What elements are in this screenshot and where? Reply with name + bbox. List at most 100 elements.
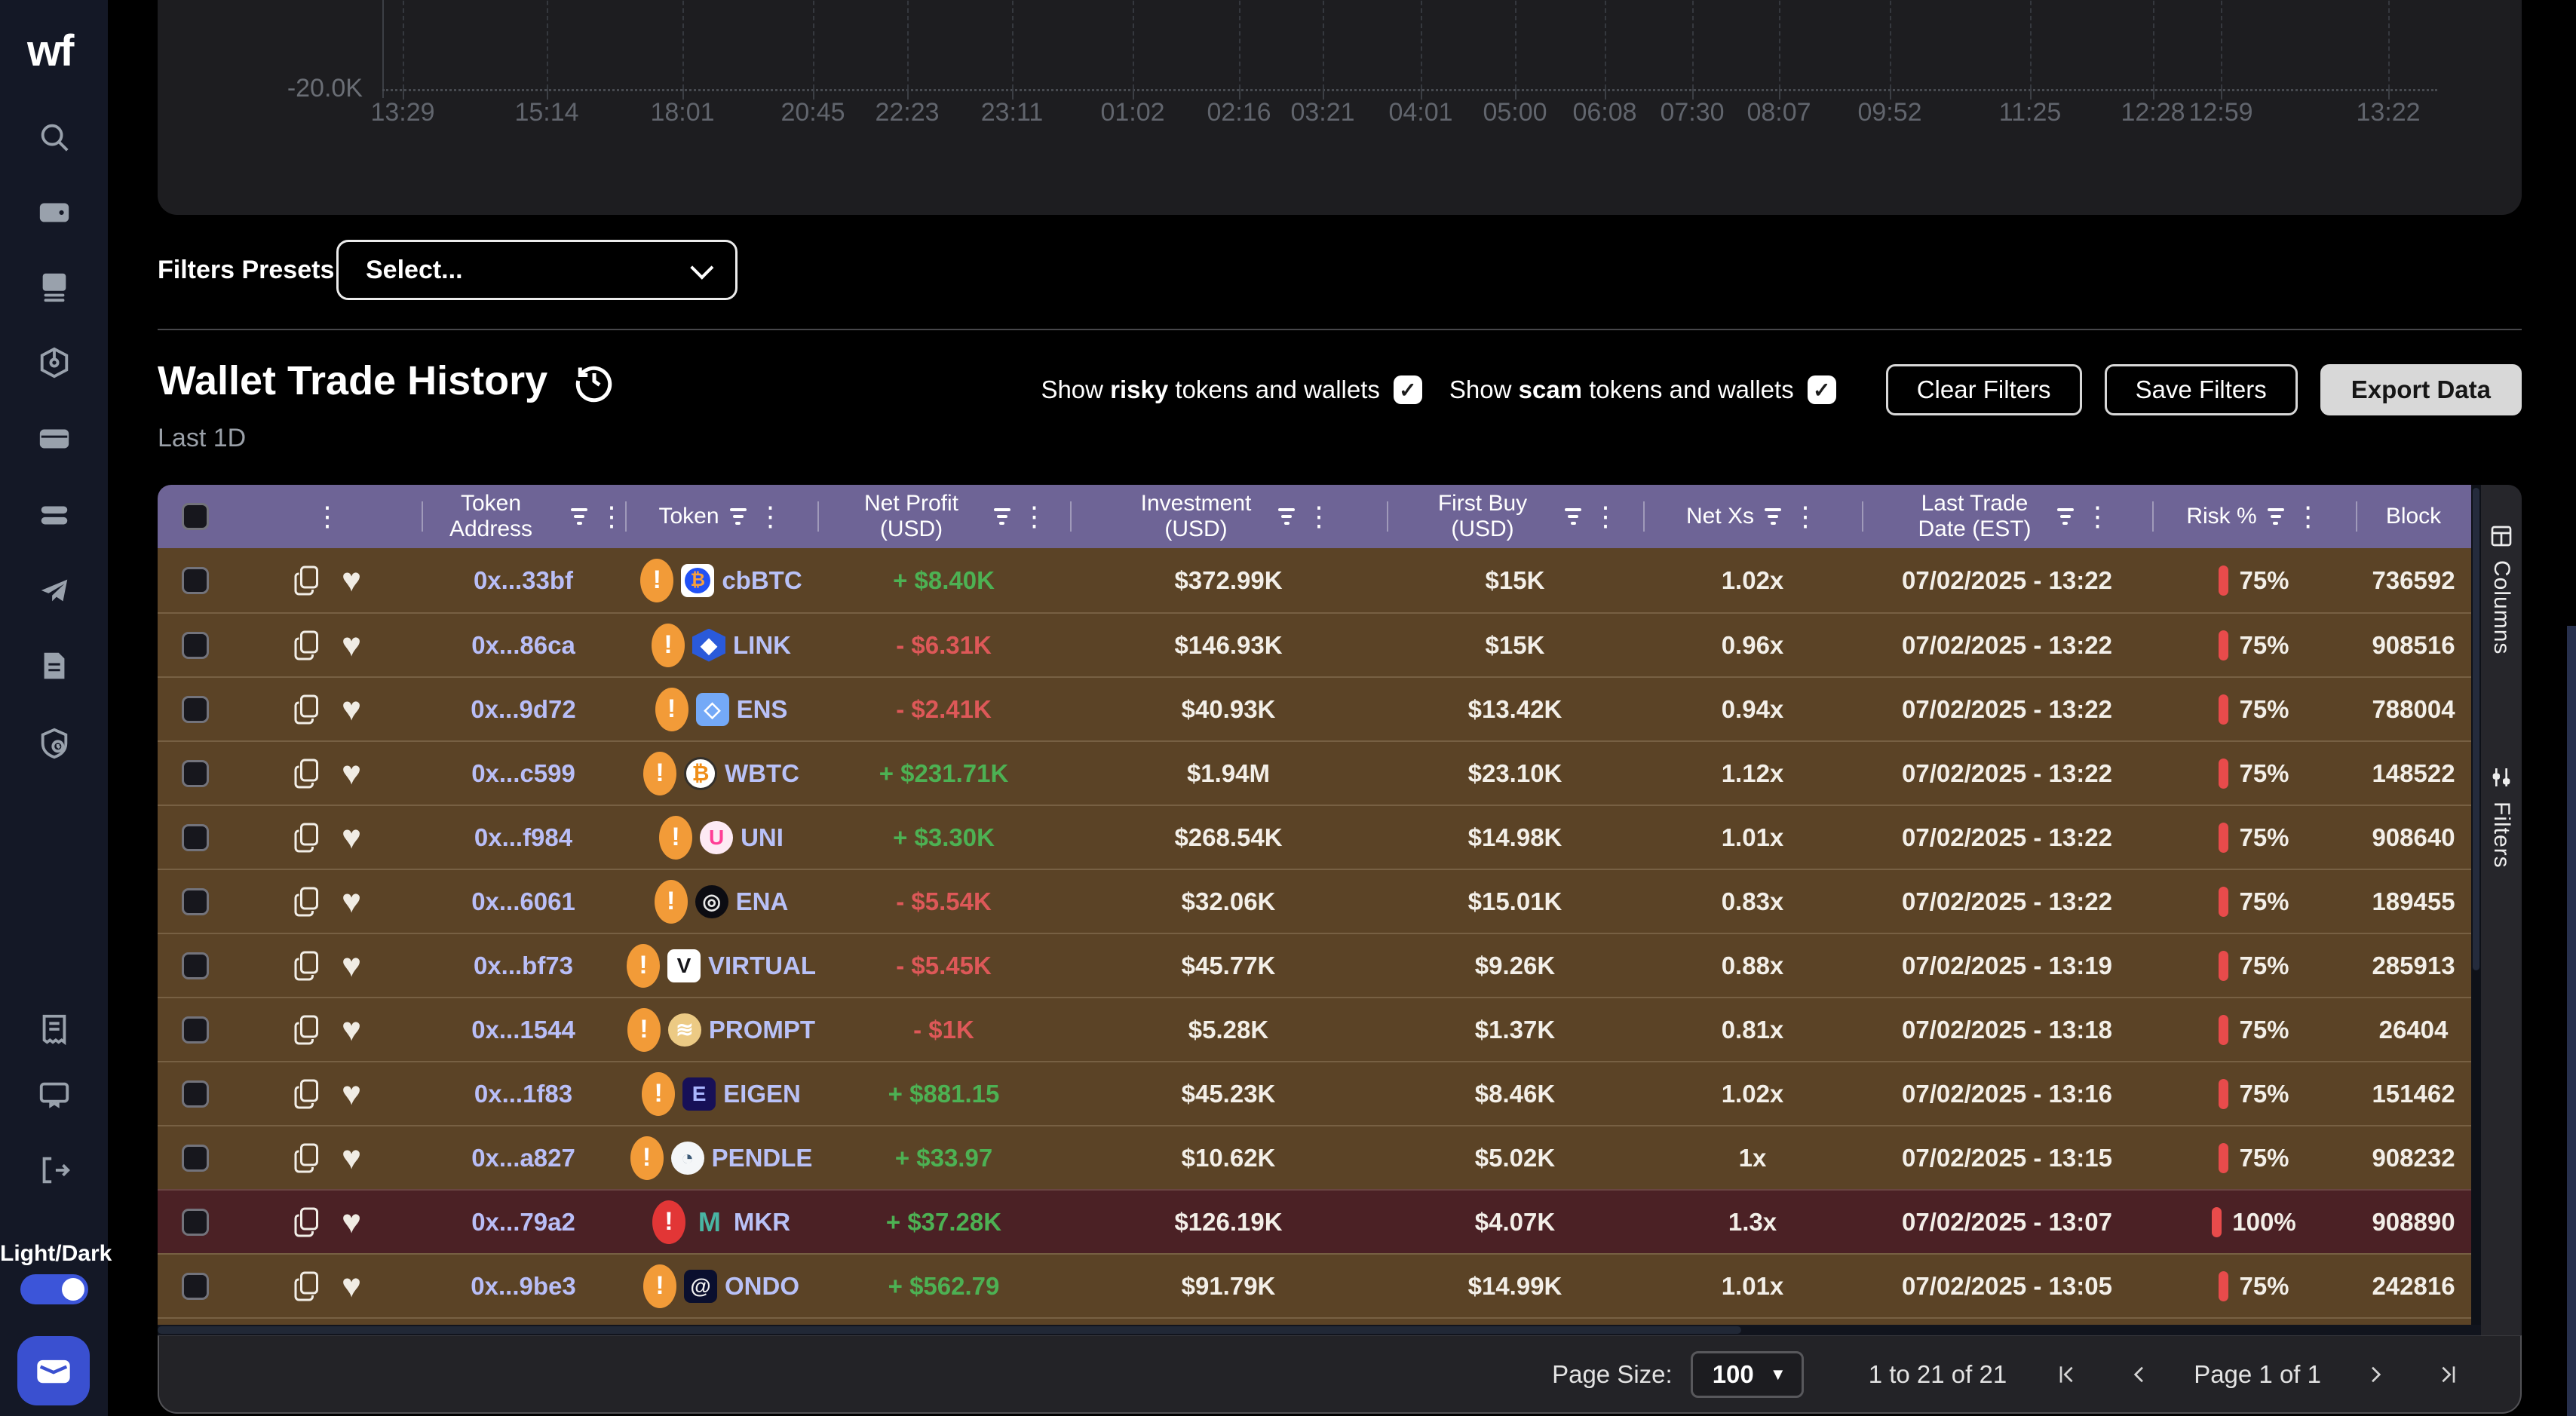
copy-icon[interactable] xyxy=(293,950,320,982)
token-address-link[interactable]: 0x...a827 xyxy=(471,1143,575,1172)
column-menu-icon[interactable]: ⋮ xyxy=(1305,501,1332,532)
copy-icon[interactable] xyxy=(293,565,320,596)
token-name-link[interactable]: MKR xyxy=(733,1207,791,1236)
column-menu-icon[interactable]: ⋮ xyxy=(598,501,625,532)
window-scrollbar[interactable] xyxy=(2567,626,2576,1416)
filter-icon[interactable] xyxy=(2056,508,2074,525)
favorite-heart-icon[interactable]: ♥ xyxy=(341,1141,362,1175)
filter-icon[interactable] xyxy=(729,508,747,525)
token-name-link[interactable]: ONDO xyxy=(725,1271,799,1300)
row-checkbox[interactable] xyxy=(182,1272,209,1300)
favorite-heart-icon[interactable]: ♥ xyxy=(341,1077,362,1111)
risk-warning-icon[interactable]: ! xyxy=(630,1136,664,1180)
column-menu-icon[interactable]: ⋮ xyxy=(1592,501,1619,532)
token-name-link[interactable]: cbBTC xyxy=(722,565,802,594)
token-name-link[interactable]: UNI xyxy=(741,823,784,851)
first-page-button[interactable] xyxy=(2055,1362,2079,1387)
token-address-link[interactable]: 0x...33bf xyxy=(473,565,574,594)
search-icon[interactable] xyxy=(37,120,72,155)
token-address-link[interactable]: 0x...f984 xyxy=(474,823,573,851)
risk-warning-icon[interactable]: ! xyxy=(652,623,685,667)
logout-icon[interactable] xyxy=(37,1153,72,1188)
column-header[interactable]: Token Address ⋮ xyxy=(422,485,625,548)
column-menu-icon[interactable]: ⋮ xyxy=(2294,501,2322,532)
token-address-link[interactable]: 0x...c599 xyxy=(471,759,575,787)
favorite-heart-icon[interactable]: ♥ xyxy=(341,1269,362,1303)
token-address-link[interactable]: 0x...79a2 xyxy=(471,1207,575,1236)
risk-warning-icon[interactable]: ! xyxy=(640,558,674,602)
filter-icon[interactable] xyxy=(1765,508,1782,525)
copy-icon[interactable] xyxy=(293,1078,320,1110)
telegram-send-icon[interactable] xyxy=(37,574,72,608)
prev-page-button[interactable] xyxy=(2127,1362,2151,1387)
scam-checkbox[interactable]: ✓ xyxy=(1807,375,1836,404)
row-checkbox[interactable] xyxy=(182,759,209,787)
filter-icon[interactable] xyxy=(993,508,1010,525)
risky-checkbox[interactable]: ✓ xyxy=(1393,375,1422,404)
wallet-icon[interactable] xyxy=(37,195,72,229)
column-menu-icon[interactable]: ⋮ xyxy=(314,501,341,532)
table-horizontal-scrollbar[interactable] xyxy=(158,1325,2522,1335)
row-checkbox[interactable] xyxy=(182,887,209,915)
favorite-heart-icon[interactable]: ♥ xyxy=(341,1205,362,1239)
risk-warning-icon[interactable]: ! xyxy=(627,1007,661,1052)
row-checkbox[interactable] xyxy=(182,1016,209,1044)
favorite-heart-icon[interactable]: ♥ xyxy=(341,563,362,597)
token-name-link[interactable]: ENA xyxy=(735,887,789,915)
select-all-checkbox[interactable] xyxy=(182,503,209,530)
token-address-link[interactable]: 0x...1f83 xyxy=(474,1079,573,1108)
token-name-link[interactable]: PENDLE xyxy=(711,1143,813,1172)
favorite-heart-icon[interactable]: ♥ xyxy=(341,820,362,854)
wallet-chat-button[interactable] xyxy=(17,1336,90,1405)
column-header[interactable]: Token ⋮ xyxy=(625,485,817,548)
copy-icon[interactable] xyxy=(293,694,320,725)
shield-history-icon[interactable] xyxy=(37,726,72,761)
row-checkbox[interactable] xyxy=(182,1208,209,1236)
token-address-link[interactable]: 0x...9be3 xyxy=(471,1271,576,1300)
copy-icon[interactable] xyxy=(293,1142,320,1174)
columns-tab[interactable]: Columns xyxy=(2481,524,2522,654)
export-data-button[interactable]: Export Data xyxy=(2320,364,2522,415)
package-icon[interactable] xyxy=(37,345,72,380)
copy-icon[interactable] xyxy=(293,822,320,854)
copy-icon[interactable] xyxy=(293,758,320,789)
presentation-icon[interactable] xyxy=(37,1077,72,1112)
row-checkbox[interactable] xyxy=(182,631,209,659)
column-header[interactable]: Net Xs ⋮ xyxy=(1643,485,1862,548)
next-page-button[interactable] xyxy=(2363,1362,2387,1387)
favorite-heart-icon[interactable]: ♥ xyxy=(341,884,362,918)
risk-warning-icon[interactable]: ! xyxy=(652,1200,685,1244)
favorite-heart-icon[interactable]: ♥ xyxy=(341,756,362,790)
risk-warning-icon[interactable]: ! xyxy=(643,1264,676,1308)
filter-icon[interactable] xyxy=(1278,508,1295,525)
favorite-heart-icon[interactable]: ♥ xyxy=(341,949,362,982)
token-name-link[interactable]: ENS xyxy=(736,694,788,723)
column-menu-icon[interactable]: ⋮ xyxy=(756,501,784,532)
row-checkbox[interactable] xyxy=(182,952,209,979)
column-header[interactable]: Net Profit (USD) ⋮ xyxy=(817,485,1070,548)
row-checkbox[interactable] xyxy=(182,1080,209,1108)
history-icon[interactable] xyxy=(572,358,617,403)
column-header[interactable]: Block xyxy=(2356,485,2471,548)
scrollbar-thumb[interactable] xyxy=(2473,488,2479,970)
token-address-link[interactable]: 0x...bf73 xyxy=(473,951,574,979)
filters-tab[interactable]: Filters xyxy=(2481,765,2522,869)
column-header[interactable]: Last Trade Date (EST) ⋮ xyxy=(1862,485,2152,548)
journal-icon[interactable] xyxy=(37,269,72,304)
column-header[interactable]: First Buy (USD) ⋮ xyxy=(1387,485,1643,548)
token-address-link[interactable]: 0x...6061 xyxy=(471,887,575,915)
filters-presets-select[interactable]: Select... xyxy=(336,240,738,300)
last-page-button[interactable] xyxy=(2436,1362,2460,1387)
row-checkbox[interactable] xyxy=(182,823,209,851)
row-checkbox[interactable] xyxy=(182,695,209,723)
token-name-link[interactable]: EIGEN xyxy=(723,1079,801,1108)
risk-warning-icon[interactable]: ! xyxy=(655,687,688,731)
save-filters-button[interactable]: Save Filters xyxy=(2104,364,2298,415)
token-name-link[interactable]: WBTC xyxy=(725,759,799,787)
token-address-link[interactable]: 0x...86ca xyxy=(471,630,575,659)
table-vertical-scrollbar[interactable] xyxy=(2471,485,2481,1325)
receipt-icon[interactable] xyxy=(37,1012,72,1047)
copy-icon[interactable] xyxy=(293,1270,320,1302)
token-address-link[interactable]: 0x...1544 xyxy=(471,1015,575,1044)
column-header[interactable]: Investment (USD) ⋮ xyxy=(1070,485,1387,548)
